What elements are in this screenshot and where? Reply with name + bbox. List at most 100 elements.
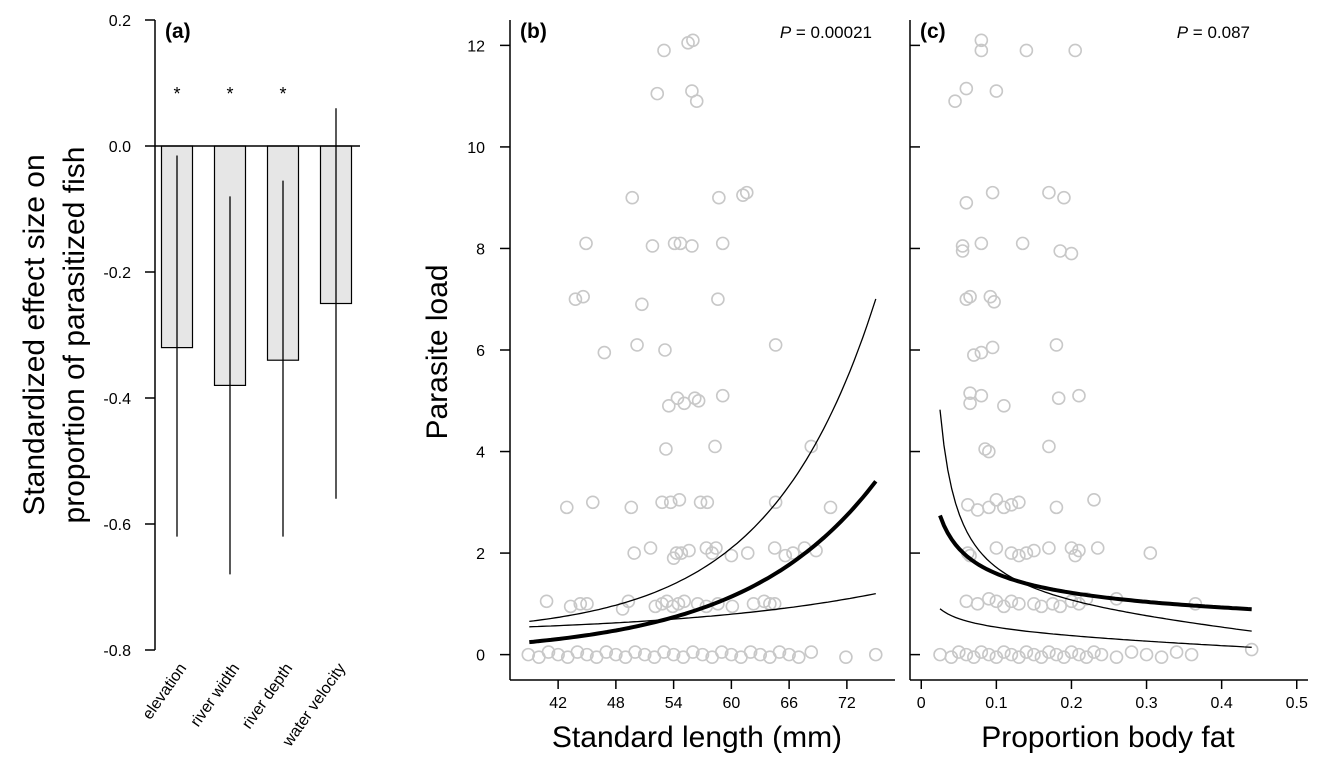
significance-star: * — [173, 84, 180, 104]
significance-star: * — [226, 84, 233, 104]
y-tick-group: 0 2 4 6 8 10 12 — [467, 38, 510, 665]
data-point — [1064, 645, 1079, 659]
data-point — [682, 543, 696, 558]
data-point — [715, 236, 730, 251]
x-axis-title: Standard length (mm) — [552, 721, 842, 754]
y-tick-label: 0.2 — [109, 13, 131, 30]
data-point — [959, 81, 974, 96]
data-point — [1027, 647, 1041, 662]
y-tick-label: 0 — [476, 648, 485, 665]
data-point — [782, 647, 796, 662]
data-point — [563, 599, 578, 614]
x-tick-label: 60 — [722, 695, 740, 712]
data-point — [1051, 391, 1066, 406]
data-point — [970, 503, 985, 517]
data-point — [772, 645, 787, 659]
data-point — [974, 645, 989, 659]
p-value-annotation: P = 0.087 — [1177, 23, 1250, 42]
data-point — [625, 190, 640, 205]
data-point — [628, 645, 642, 659]
p-value-annotation: P = 0.00021 — [780, 23, 872, 42]
data-point — [791, 650, 806, 664]
data-point — [700, 495, 715, 510]
upper-confidence-curve — [529, 298, 877, 623]
data-point — [637, 647, 652, 662]
data-point — [585, 495, 600, 510]
data-point — [1072, 388, 1086, 403]
data-point — [1049, 647, 1064, 662]
data-point — [663, 495, 678, 510]
data-point — [948, 94, 962, 109]
data-point — [739, 185, 754, 200]
data-point — [635, 297, 649, 312]
y-tick-label: 8 — [476, 241, 485, 258]
data-point — [685, 239, 699, 253]
data-point — [709, 541, 723, 555]
data-point — [686, 33, 700, 48]
x-tick-group: 42 48 54 60 66 72 — [549, 680, 856, 712]
p-symbol: P — [1177, 23, 1189, 42]
y-axis-title-line-2: proportion of parasitized fish — [58, 147, 91, 524]
data-point — [686, 645, 700, 659]
data-point — [662, 399, 676, 413]
data-point — [974, 345, 989, 360]
data-point — [804, 645, 819, 659]
x-tick-label: 48 — [607, 695, 625, 712]
data-point — [724, 647, 739, 662]
y-tick-label: -0.4 — [103, 391, 131, 408]
data-point — [621, 594, 636, 609]
panel-b-standard-length-scatter: 0 2 4 6 8 10 12 42 48 54 60 66 72 (b) P = 0.00021 S… — [421, 20, 895, 754]
y-tick-label: 10 — [467, 140, 485, 157]
data-point — [645, 239, 660, 253]
data-point — [740, 546, 755, 560]
y-tick-label: -0.8 — [103, 643, 131, 660]
data-point — [1004, 546, 1019, 560]
data-point-group — [521, 33, 883, 664]
data-point — [989, 84, 1004, 98]
data-point — [672, 492, 687, 507]
data-point — [580, 597, 594, 611]
x-tick-label: 0.1 — [985, 695, 1007, 712]
data-point — [997, 500, 1011, 515]
data-point — [708, 439, 722, 454]
data-point — [1042, 185, 1056, 200]
p-value: = 0.00021 — [791, 23, 872, 42]
x-tick-group: 0 0.1 0.2 0.3 0.4 0.5 — [917, 680, 1308, 712]
x-category-label: river width — [188, 661, 244, 730]
data-point — [643, 541, 658, 555]
data-point — [1027, 543, 1041, 558]
data-point — [1012, 495, 1026, 510]
data-point — [627, 546, 641, 560]
data-point — [551, 647, 565, 662]
panel-a-effect-size-bar-chart: * * * 0.20.0-0.2-0.4-0.6-0.8 elevationrive… — [18, 13, 360, 751]
y-tick-label: 6 — [476, 343, 485, 360]
y-tick-label: 4 — [476, 445, 485, 462]
data-point — [1087, 492, 1101, 507]
data-point — [768, 495, 783, 510]
data-point — [982, 647, 996, 662]
data-point — [743, 645, 758, 659]
data-point — [667, 236, 682, 251]
data-point — [579, 236, 593, 251]
fitted-curve — [938, 514, 1252, 612]
data-point — [691, 393, 706, 408]
data-point — [597, 345, 612, 360]
data-point — [978, 442, 992, 456]
data-point — [715, 388, 730, 403]
data-point — [559, 500, 574, 515]
data-point — [711, 292, 725, 307]
data-point — [659, 442, 673, 456]
data-point — [1012, 548, 1026, 563]
x-tick-label: 0 — [917, 695, 926, 712]
data-point — [997, 399, 1011, 413]
x-tick-label: 0.4 — [1211, 695, 1233, 712]
data-point — [1079, 591, 1094, 606]
data-point — [1049, 500, 1064, 515]
data-point — [725, 599, 740, 614]
data-point — [967, 348, 981, 362]
data-point — [959, 594, 974, 609]
data-point — [985, 340, 1000, 355]
panel-b-title: (b) — [520, 20, 547, 43]
data-point — [974, 236, 989, 251]
